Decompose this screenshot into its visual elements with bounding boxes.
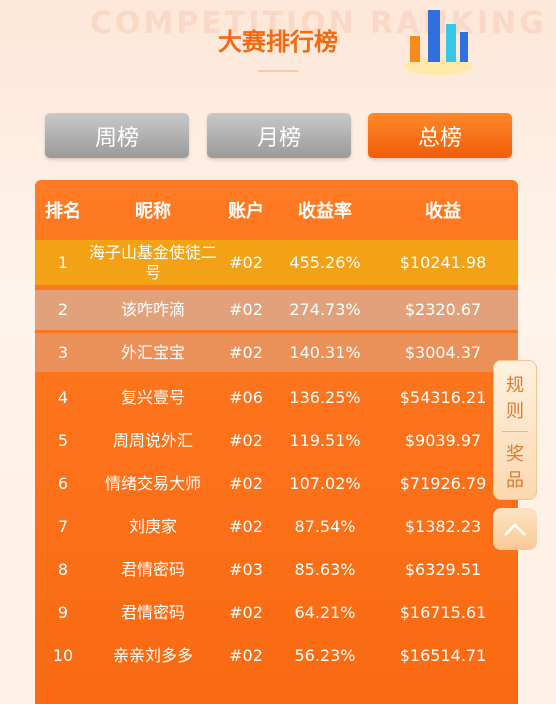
tab[interactable]: 周榜 — [45, 113, 189, 158]
table-cell: 140.31% — [289, 342, 361, 362]
table-cell: 10 — [52, 645, 74, 665]
table-cell: #02 — [229, 645, 263, 665]
table-cell: $6329.51 — [404, 559, 482, 579]
table-cell: #02 — [229, 300, 263, 319]
table-row: 4 复兴壹号 #06 136.25% $54316.21 — [35, 376, 518, 419]
rules-button[interactable]: 规则 — [494, 371, 536, 423]
table-cell: #02 — [229, 602, 263, 622]
table-cell: #02 — [229, 473, 263, 493]
table-cell: 6 — [57, 473, 69, 493]
table-cell: #02 — [229, 252, 263, 272]
table-row: 5 周周说外汇 #02 119.51% $9039.97 — [35, 419, 518, 462]
table-cell: 136.25% — [289, 387, 361, 407]
page-title: 大赛排行榜 — [218, 28, 338, 56]
rules-label: 规则 — [506, 375, 524, 422]
column-header: 账户 — [228, 201, 264, 222]
table-cell: 8 — [57, 559, 69, 579]
table-cell: 455.26% — [289, 252, 361, 272]
ranking-table: 排名 昵称 账户 收益率 收益 1 海子山基金使徒二号 #02 455.26% $10241.98… — [35, 180, 518, 704]
trophy-icon — [404, 10, 472, 75]
table-row: 6 情绪交易大师 #02 107.02% $71926.79 — [35, 462, 518, 505]
table-row: 9 君情密码 #02 64.21% $16715.61 — [35, 591, 518, 634]
divider — [258, 70, 298, 72]
table-cell: #03 — [229, 559, 263, 579]
table-cell: 君情密码 — [120, 559, 185, 579]
tab[interactable]: 总榜 — [368, 113, 512, 158]
table-row: 2 该咋咋滴 #02 274.73% $2320.67 — [35, 290, 518, 330]
table-cell: $1382.23 — [404, 516, 482, 536]
table-cell: 107.02% — [289, 473, 361, 493]
table-cell: 9 — [57, 602, 69, 622]
table-cell: 119.51% — [289, 430, 361, 450]
table-cell: 87.54% — [294, 516, 356, 536]
prizes-button[interactable]: 奖品 — [494, 440, 536, 492]
table-cell: 外汇宝宝 — [120, 342, 185, 362]
table-cell: $16715.61 — [399, 602, 487, 622]
table-cell: $2320.67 — [404, 300, 482, 319]
table-cell: $71926.79 — [399, 473, 487, 493]
table-row: 8 君情密码 #03 85.63% $6329.51 — [35, 548, 518, 591]
table-row: 7 刘庚家 #02 87.54% $1382.23 — [35, 505, 518, 548]
table-row: 10 亲亲刘多多 #02 56.23% $16514.71 — [35, 634, 518, 677]
table-cell: 64.21% — [294, 602, 356, 622]
table-cell: $54316.21 — [399, 387, 487, 407]
up-arrow — [504, 523, 526, 536]
table-cell: 3 — [57, 342, 69, 362]
table-cell: 7 — [57, 516, 69, 536]
tab[interactable]: 月榜 — [207, 113, 351, 158]
column-header: 收益率 — [298, 201, 352, 222]
table-cell: $16514.71 — [399, 645, 487, 665]
table-cell: 情绪交易大师 — [104, 473, 201, 493]
table-cell: 85.63% — [294, 559, 356, 579]
table-cell: #02 — [229, 430, 263, 450]
table-cell: 56.23% — [294, 645, 356, 665]
table-cell: 海子山基金使徒二号 — [88, 242, 217, 282]
table-cell: 4 — [57, 387, 69, 407]
table-cell: $3004.37 — [404, 342, 482, 362]
table-cell: 刘庚家 — [128, 516, 177, 536]
table-cell: 亲亲刘多多 — [112, 645, 193, 665]
table-cell: 5 — [57, 430, 69, 450]
table-cell: 周周说外汇 — [112, 430, 193, 450]
table-cell: 该咋咋滴 — [120, 300, 185, 319]
table-cell: #06 — [229, 387, 263, 407]
table-cell: 274.73% — [289, 300, 361, 319]
column-header: 收益 — [425, 201, 461, 222]
table-cell: 1 — [57, 252, 69, 272]
watermark: COMPETITION RANKING — [90, 6, 547, 41]
column-header: 排名 — [45, 201, 81, 222]
table-row: 1 海子山基金使徒二号 #02 455.26% $10241.98 — [35, 240, 518, 285]
scroll-top-button[interactable] — [493, 508, 537, 550]
table-cell: $9039.97 — [404, 430, 482, 450]
table-cell: #02 — [229, 516, 263, 536]
prizes-label: 奖品 — [506, 444, 524, 491]
column-header: 昵称 — [135, 201, 171, 222]
table-row: 3 外汇宝宝 #02 140.31% $3004.37 — [35, 333, 518, 372]
side-menu: 规则 奖品 — [493, 360, 537, 500]
table-cell: 2 — [57, 300, 69, 319]
table-cell: 复兴壹号 — [120, 387, 185, 407]
table-cell: $10241.98 — [399, 252, 487, 272]
table-cell: #02 — [229, 342, 263, 362]
table-cell: 君情密码 — [120, 602, 185, 622]
